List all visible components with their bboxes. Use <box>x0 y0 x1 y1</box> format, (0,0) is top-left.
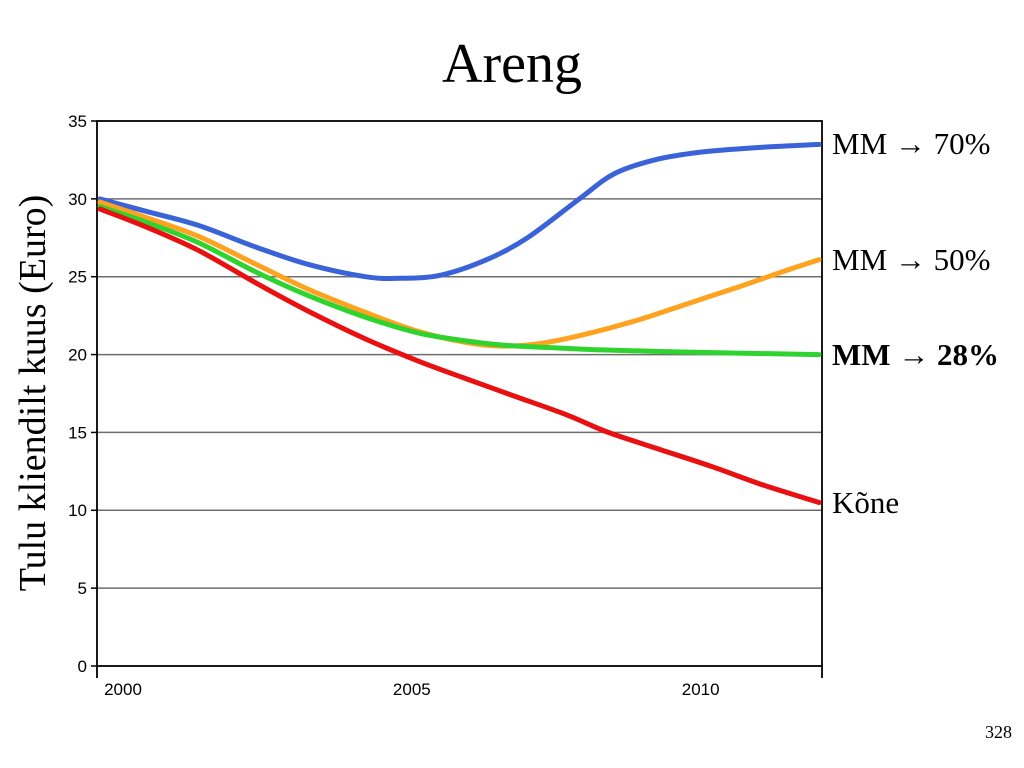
x-tick-label: 2000 <box>104 680 142 699</box>
series-line-mm-50 <box>97 199 822 349</box>
chart-title: Areng <box>442 33 582 95</box>
y-tick-label: 5 <box>78 579 87 598</box>
plot-border <box>96 120 823 667</box>
y-tick-label: 0 <box>78 657 87 676</box>
y-tick-label: 30 <box>68 190 87 209</box>
y-tick-label: 10 <box>68 501 87 520</box>
y-tick-label: 15 <box>68 423 87 442</box>
y-tick-label: 25 <box>68 268 87 287</box>
series-label-mm-70: MM → 70% <box>832 126 991 161</box>
series-label-mm-50: MM → 50% <box>832 242 991 277</box>
y-tick-label: 20 <box>68 346 87 365</box>
y-tick-label: 35 <box>68 112 87 131</box>
series-label-mm-28: MM → 28% <box>832 337 1000 372</box>
series-line-mm-70 <box>97 141 822 282</box>
series-line-mm-28 <box>97 204 822 358</box>
page-number: 328 <box>985 722 1012 742</box>
series-label-kone: Kõne <box>832 485 900 520</box>
series-line-kone <box>97 206 822 505</box>
x-tick-label: 2010 <box>682 680 720 699</box>
x-tick-label: 2005 <box>393 680 431 699</box>
